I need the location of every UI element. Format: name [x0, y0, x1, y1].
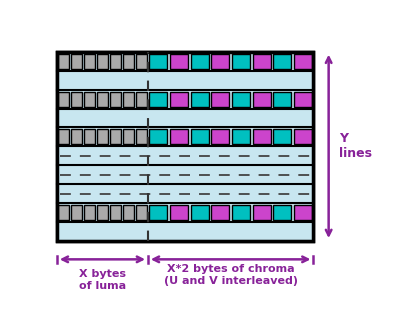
- Bar: [191, 92, 208, 107]
- Bar: [212, 54, 229, 69]
- Bar: [57, 52, 313, 241]
- Bar: [253, 92, 271, 107]
- Bar: [110, 92, 121, 107]
- Bar: [253, 129, 271, 145]
- Bar: [57, 203, 313, 222]
- Bar: [58, 54, 69, 69]
- Bar: [57, 71, 313, 90]
- Bar: [212, 92, 229, 107]
- Bar: [57, 184, 313, 203]
- Bar: [294, 129, 312, 145]
- Bar: [212, 205, 229, 220]
- Bar: [123, 54, 134, 69]
- Bar: [136, 129, 147, 145]
- Bar: [149, 92, 167, 107]
- Bar: [136, 92, 147, 107]
- Bar: [71, 205, 82, 220]
- Bar: [149, 129, 167, 145]
- Bar: [97, 92, 108, 107]
- Bar: [110, 205, 121, 220]
- Bar: [123, 92, 134, 107]
- Bar: [191, 205, 208, 220]
- Bar: [58, 205, 69, 220]
- Bar: [136, 205, 147, 220]
- Bar: [57, 90, 313, 108]
- Bar: [57, 128, 313, 146]
- Bar: [273, 92, 291, 107]
- Bar: [71, 129, 82, 145]
- Bar: [294, 92, 312, 107]
- Bar: [97, 54, 108, 69]
- Bar: [57, 52, 313, 71]
- Bar: [149, 205, 167, 220]
- Bar: [97, 129, 108, 145]
- Bar: [273, 54, 291, 69]
- Bar: [57, 222, 313, 241]
- Bar: [71, 54, 82, 69]
- Text: X*2 bytes of chroma
(U and V interleaved): X*2 bytes of chroma (U and V interleaved…: [164, 264, 297, 286]
- Bar: [170, 205, 188, 220]
- Bar: [149, 54, 167, 69]
- Bar: [232, 129, 250, 145]
- Text: X bytes
of luma: X bytes of luma: [79, 269, 126, 291]
- Bar: [170, 129, 188, 145]
- Bar: [84, 129, 95, 145]
- Bar: [232, 92, 250, 107]
- Bar: [232, 54, 250, 69]
- Bar: [273, 205, 291, 220]
- Bar: [253, 54, 271, 69]
- Bar: [170, 92, 188, 107]
- Bar: [57, 108, 313, 128]
- Bar: [294, 54, 312, 69]
- Bar: [212, 129, 229, 145]
- Bar: [191, 54, 208, 69]
- Bar: [294, 205, 312, 220]
- Bar: [84, 92, 95, 107]
- Bar: [110, 54, 121, 69]
- Bar: [110, 129, 121, 145]
- Bar: [57, 165, 313, 184]
- Bar: [136, 54, 147, 69]
- Bar: [84, 205, 95, 220]
- Bar: [58, 92, 69, 107]
- Bar: [232, 205, 250, 220]
- Bar: [97, 205, 108, 220]
- Bar: [58, 129, 69, 145]
- Bar: [170, 54, 188, 69]
- Bar: [57, 146, 313, 165]
- Bar: [123, 129, 134, 145]
- Text: Y
lines: Y lines: [339, 132, 372, 160]
- Bar: [71, 92, 82, 107]
- Bar: [57, 52, 313, 241]
- Bar: [273, 129, 291, 145]
- Bar: [123, 205, 134, 220]
- Bar: [191, 129, 208, 145]
- Bar: [84, 54, 95, 69]
- Bar: [253, 205, 271, 220]
